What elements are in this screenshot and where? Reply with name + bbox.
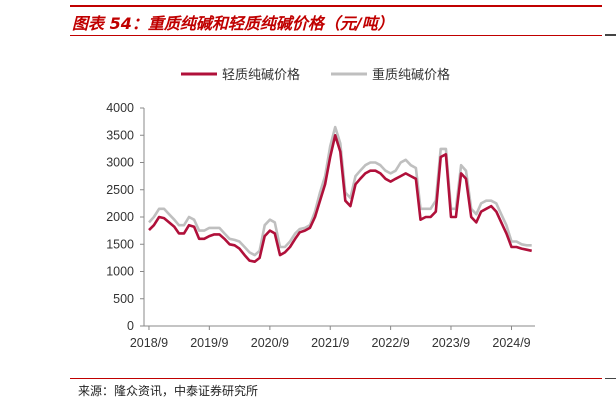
y-tick-label: 4000 — [106, 101, 134, 115]
chart-axes: 0 500 1000 1500 2000 2500 3000 3500 4000 2018/9 20… — [106, 101, 535, 350]
source-rule — [70, 378, 602, 379]
y-tick-label: 2500 — [106, 183, 134, 197]
y-tick-label: 0 — [127, 319, 134, 333]
header-rule — [70, 5, 602, 7]
adjacent-source-rule — [605, 378, 616, 379]
series-line-heavy-soda — [148, 125, 532, 257]
x-tick-label: 2021/9 — [311, 336, 349, 350]
y-tick-label: 500 — [113, 292, 134, 306]
x-tick-label: 2022/9 — [371, 336, 409, 350]
adjacent-rule — [605, 34, 616, 36]
y-tick-label: 2000 — [106, 210, 134, 224]
figure-title: 图表 54：重质纯碱和轻质纯碱价格（元/吨） — [72, 14, 394, 33]
legend-label-heavy-soda: 重质纯碱价格 — [372, 67, 450, 83]
figure-source: 来源：隆众资讯，中泰证券研究所 — [78, 384, 259, 398]
series-line-light-soda — [148, 134, 532, 263]
y-tick-label: 3000 — [106, 156, 134, 170]
chart-legend: 轻质纯碱价格 重质纯碱价格 — [181, 67, 450, 83]
x-tick-label: 2018/9 — [130, 336, 168, 350]
chart-lines — [148, 125, 532, 263]
title-underline — [70, 35, 602, 36]
legend-label-light-soda: 轻质纯碱价格 — [222, 67, 300, 83]
x-tick-label: 2019/9 — [190, 336, 228, 350]
y-tick-label: 1000 — [106, 265, 134, 279]
x-tick-label: 2020/9 — [251, 336, 289, 350]
x-tick-label: 2023/9 — [432, 336, 470, 350]
y-tick-label: 3500 — [106, 128, 134, 142]
y-tick-label: 1500 — [106, 237, 134, 251]
x-tick-label: 2024/9 — [492, 336, 530, 350]
